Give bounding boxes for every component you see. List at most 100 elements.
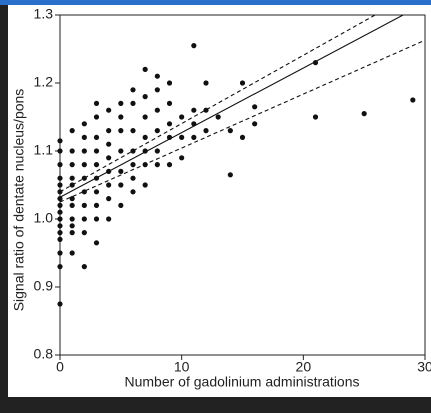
data-point (93, 100, 100, 106)
data-point (215, 114, 221, 120)
data-point (81, 202, 87, 208)
data-point (118, 182, 124, 188)
data-point (106, 182, 112, 188)
data-point (191, 134, 197, 140)
data-point (57, 301, 63, 307)
data-point (81, 162, 87, 168)
data-point (252, 121, 258, 127)
data-point (69, 230, 75, 236)
data-point (130, 189, 136, 195)
data-point (142, 114, 148, 120)
data-point (239, 134, 246, 140)
data-point (239, 80, 246, 86)
y-tick-label: 1.2 (34, 74, 54, 90)
x-tick-label: 20 (296, 359, 312, 375)
data-point (57, 202, 63, 208)
data-point (57, 175, 63, 181)
confidence-line (59, 14, 376, 193)
data-point (81, 264, 87, 270)
data-point (166, 121, 173, 127)
data-point (69, 196, 75, 202)
y-tick-label: 1.1 (34, 142, 54, 158)
data-point (142, 182, 148, 188)
data-point (81, 121, 87, 127)
data-point (154, 148, 160, 154)
x-axis-label: Number of gadolinium administrations (125, 374, 360, 390)
data-point (203, 80, 209, 86)
data-point (57, 223, 63, 229)
data-point (179, 155, 185, 161)
data-point (81, 148, 87, 154)
data-point (179, 114, 185, 120)
data-point (118, 148, 124, 154)
data-point (166, 100, 173, 106)
data-point (252, 104, 258, 110)
data-point (118, 114, 124, 120)
data-point (93, 240, 100, 246)
data-point (191, 107, 197, 113)
data-point (142, 94, 148, 100)
data-point (142, 66, 148, 72)
data-point (166, 80, 173, 86)
data-point (130, 175, 136, 181)
data-point (312, 114, 319, 120)
data-point (154, 73, 160, 79)
data-point (69, 223, 75, 229)
data-point (410, 97, 416, 103)
data-point (227, 128, 233, 134)
data-point (69, 162, 75, 168)
y-tick-label: 0.9 (34, 278, 54, 294)
data-point (154, 87, 160, 93)
data-point (81, 175, 87, 181)
data-point (130, 100, 136, 106)
data-point (130, 87, 136, 93)
data-point (106, 196, 112, 202)
data-point (361, 111, 367, 117)
data-point (57, 162, 63, 168)
data-point (106, 216, 112, 222)
x-tick-label: 0 (56, 359, 64, 375)
y-axis-label: Signal ratio of dentate nucleus/pons (11, 89, 27, 312)
plot-panel (8, 5, 431, 397)
data-point (106, 155, 112, 161)
data-point (57, 196, 63, 202)
data-point (69, 148, 75, 154)
data-point (57, 138, 63, 144)
data-point (57, 209, 63, 215)
data-point (57, 182, 63, 188)
y-tick-label: 1.3 (34, 6, 54, 22)
x-tick-label: 10 (174, 359, 190, 375)
data-point (106, 107, 112, 113)
data-point (93, 189, 100, 195)
data-point (69, 175, 75, 181)
data-point (118, 202, 124, 208)
data-point (130, 162, 136, 168)
data-point (130, 148, 136, 154)
data-point (130, 128, 136, 134)
data-point (81, 230, 87, 236)
data-point (191, 43, 197, 49)
data-point (69, 182, 75, 188)
y-tick-label: 1.0 (34, 210, 54, 226)
data-point (154, 162, 160, 168)
data-point (93, 148, 100, 154)
data-point (57, 250, 63, 256)
data-point (69, 202, 75, 208)
y-tick-label: 0.8 (34, 346, 54, 362)
data-point (227, 172, 233, 178)
data-point (93, 216, 100, 222)
data-point (93, 114, 100, 120)
data-point (118, 100, 124, 106)
data-point (57, 230, 63, 236)
data-point (57, 236, 63, 242)
data-point (118, 168, 124, 174)
data-point (69, 250, 75, 256)
data-point (69, 128, 75, 134)
data-point (154, 107, 160, 113)
data-point (203, 128, 209, 134)
data-point (93, 202, 100, 208)
data-point (154, 128, 160, 134)
data-point (118, 128, 124, 134)
data-point (106, 128, 112, 134)
data-point (93, 162, 100, 168)
